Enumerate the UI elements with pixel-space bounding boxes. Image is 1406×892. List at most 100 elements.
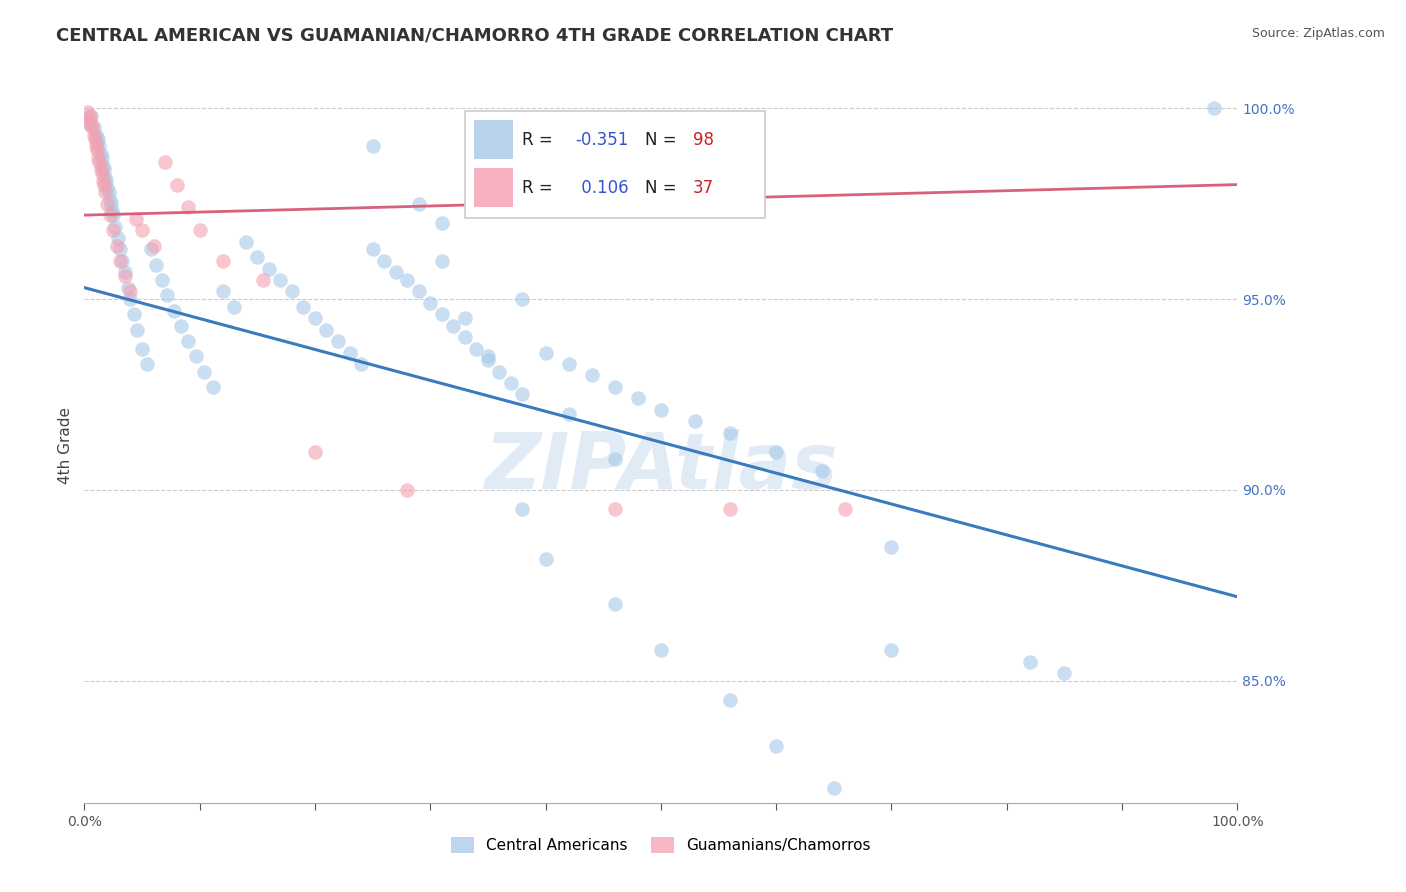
Point <box>103 223 124 237</box>
Point <box>127 323 149 337</box>
Point <box>145 258 167 272</box>
Point <box>89 147 111 161</box>
Point <box>408 196 430 211</box>
Point <box>396 273 419 287</box>
Point <box>166 178 188 192</box>
Point <box>77 117 100 131</box>
Point <box>156 288 179 302</box>
Point <box>512 292 534 306</box>
Point <box>131 223 153 237</box>
Point <box>80 117 103 131</box>
Point <box>1204 101 1226 115</box>
Point <box>718 502 741 516</box>
Point <box>90 166 112 180</box>
Point <box>80 109 103 123</box>
Point <box>430 254 453 268</box>
Point <box>350 357 373 371</box>
Point <box>153 154 176 169</box>
Point <box>90 151 112 165</box>
Point <box>83 120 105 135</box>
Point <box>97 186 120 200</box>
Point <box>512 387 534 401</box>
Point <box>304 444 326 458</box>
Point <box>77 112 100 127</box>
Point <box>83 132 105 146</box>
Point <box>94 186 117 200</box>
Point <box>93 178 115 192</box>
Point <box>718 425 741 440</box>
Text: CENTRAL AMERICAN VS GUAMANIAN/CHAMORRO 4TH GRADE CORRELATION CHART: CENTRAL AMERICAN VS GUAMANIAN/CHAMORRO 4… <box>56 27 893 45</box>
Point <box>79 109 101 123</box>
Point <box>557 407 579 421</box>
Point <box>114 269 136 284</box>
Point <box>512 502 534 516</box>
Point <box>86 136 108 150</box>
Point <box>834 502 856 516</box>
Point <box>193 365 215 379</box>
Point <box>111 254 134 268</box>
Point <box>105 238 128 252</box>
Point <box>96 196 118 211</box>
Point <box>122 307 145 321</box>
Point <box>465 342 488 356</box>
Point <box>186 349 208 363</box>
Point <box>373 254 395 268</box>
Point <box>581 368 603 383</box>
Point <box>150 273 173 287</box>
Point <box>281 285 304 299</box>
Point <box>94 169 117 184</box>
Point <box>454 311 477 326</box>
Point <box>84 139 107 153</box>
Point <box>91 174 114 188</box>
Point <box>202 380 225 394</box>
Point <box>534 345 557 359</box>
Point <box>100 196 122 211</box>
Point <box>107 231 129 245</box>
Point <box>823 780 845 795</box>
Point <box>103 208 124 222</box>
Point <box>104 219 127 234</box>
Point <box>477 349 499 363</box>
Point <box>454 330 477 344</box>
Point <box>292 300 315 314</box>
Point <box>170 318 193 333</box>
Text: Source: ZipAtlas.com: Source: ZipAtlas.com <box>1251 27 1385 40</box>
Point <box>108 254 131 268</box>
Point <box>246 250 269 264</box>
Point <box>76 105 98 120</box>
Point <box>163 303 186 318</box>
Point <box>384 265 406 279</box>
Point <box>125 211 148 226</box>
Point <box>120 285 142 299</box>
Point <box>603 380 626 394</box>
Point <box>499 376 522 390</box>
Point <box>224 300 246 314</box>
Point <box>430 216 453 230</box>
Point <box>252 273 274 287</box>
Y-axis label: 4th Grade: 4th Grade <box>58 408 73 484</box>
Point <box>177 334 200 348</box>
Point <box>98 193 121 207</box>
Point <box>101 204 124 219</box>
Point <box>650 643 672 657</box>
Point <box>84 128 107 142</box>
Point <box>811 464 834 478</box>
Point <box>177 201 200 215</box>
Point <box>87 132 110 146</box>
Point <box>315 323 337 337</box>
Point <box>557 357 579 371</box>
Point <box>603 502 626 516</box>
Point <box>880 540 903 554</box>
Point <box>86 143 108 157</box>
Point <box>142 238 165 252</box>
Point <box>98 208 121 222</box>
Point <box>408 285 430 299</box>
Point <box>1053 666 1076 681</box>
Point <box>765 444 787 458</box>
Point <box>96 174 118 188</box>
Point <box>419 296 441 310</box>
Point <box>108 243 131 257</box>
Point <box>650 402 672 417</box>
Point <box>82 120 104 135</box>
Point <box>326 334 349 348</box>
